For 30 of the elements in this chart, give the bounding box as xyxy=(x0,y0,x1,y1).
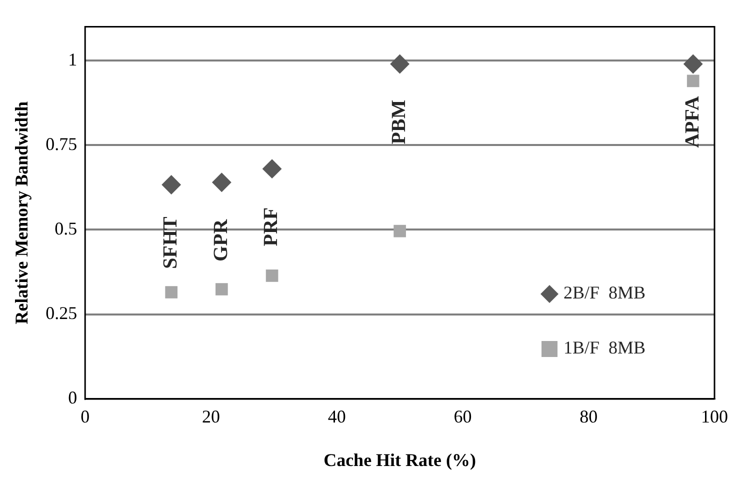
y-tick-label: 1 xyxy=(68,49,78,70)
point xyxy=(262,159,282,178)
annotation: SFHT xyxy=(160,216,182,269)
x-tick-label: 60 xyxy=(454,406,472,426)
point xyxy=(390,54,410,74)
annotation: GPR xyxy=(210,218,232,262)
y-tick-label: 0.5 xyxy=(54,218,78,238)
annotation: PRF xyxy=(260,207,282,246)
x-tick-label: 100 xyxy=(701,406,728,426)
point xyxy=(162,175,181,194)
point xyxy=(684,54,703,74)
y-tick-label: 0 xyxy=(68,388,78,408)
y-tick-label: 0.25 xyxy=(46,302,78,323)
point xyxy=(212,172,232,192)
point xyxy=(165,286,178,298)
x-tick-label: 80 xyxy=(580,406,598,426)
legend-label: 2B/F 8MB xyxy=(564,282,646,303)
x-tick-label: 0 xyxy=(80,406,90,426)
point xyxy=(686,74,700,88)
x-tick-label: 20 xyxy=(202,406,220,426)
point xyxy=(394,224,406,238)
point xyxy=(216,283,228,296)
x-axis-title: Cache Hit Rate (%) xyxy=(324,450,476,470)
point xyxy=(266,270,278,282)
y-tick-label: 0.75 xyxy=(46,134,78,154)
annotation: PBM xyxy=(388,100,410,144)
y-axis-title: Relative Memory Bandwidth xyxy=(11,101,32,324)
x-tick-label: 40 xyxy=(328,406,346,426)
legend-label: 1B/F 8MB xyxy=(564,338,646,358)
annotation: APFA xyxy=(681,96,704,148)
